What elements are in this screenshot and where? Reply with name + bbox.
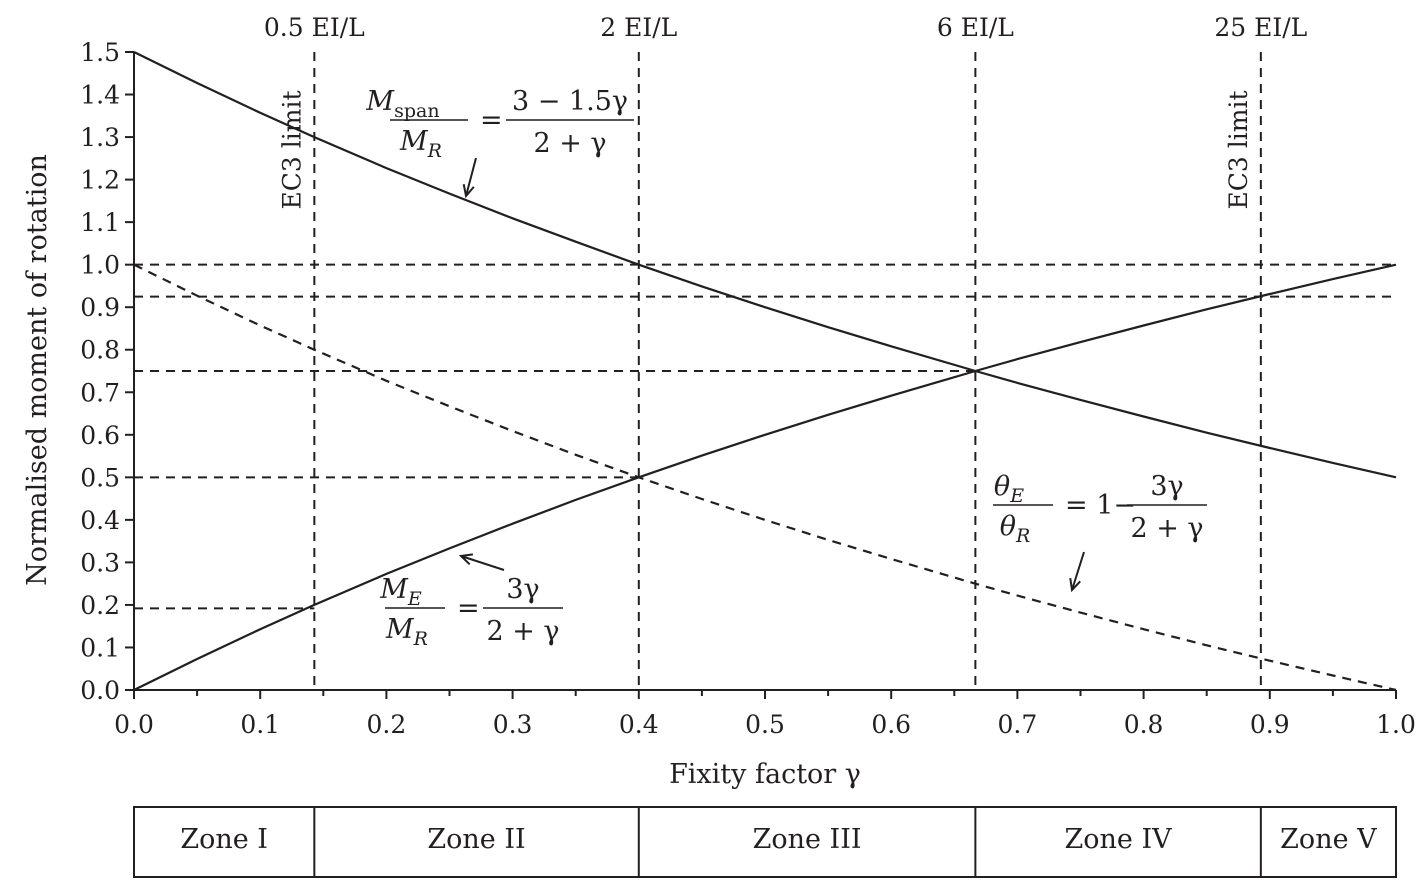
zone-table: Zone I Zone II Zone III Zone IV Zone V — [133, 806, 1397, 878]
equation-arrow-0 — [462, 157, 477, 199]
equation-lhs-numerator-symbol: θ — [994, 471, 1010, 502]
zone-table-frame — [133, 806, 1397, 878]
y-tick-label-3: 0.3 — [80, 548, 120, 577]
ec3-limit-label-3: EC3 limit — [1224, 91, 1253, 210]
series-line-2 — [133, 263, 1397, 692]
x-tick-label-6: 0.6 — [871, 710, 911, 739]
equation-lhs-numerator-symbol: M — [365, 86, 395, 117]
arrow-head — [1069, 577, 1081, 593]
x-tick-label-7: 0.7 — [998, 710, 1038, 739]
y-axis-title: Normalised moment of rotation — [22, 154, 53, 586]
arrow-head — [462, 184, 475, 199]
equation-lhs-denominator-symbol: θ — [1000, 511, 1016, 542]
equation-lhs-numerator: θE — [994, 471, 1024, 507]
arrow-head — [458, 553, 474, 566]
x-tick-label-1: 0.1 — [240, 710, 280, 739]
y-tick-label-8: 0.8 — [80, 336, 120, 365]
y-tick-label-5: 0.5 — [80, 463, 120, 492]
equation-lhs-denominator-subscript: R — [427, 140, 442, 162]
x-tick-label-2: 0.2 — [367, 710, 407, 739]
top-axis-label-0: 0.5 EI/L — [264, 13, 365, 42]
equation-equals-sign: = — [457, 593, 480, 624]
y-tick-label-0: 0.0 — [80, 676, 120, 705]
reference-lines — [134, 52, 1396, 690]
top-axis-label-2: 6 EI/L — [937, 13, 1014, 42]
ec3-limit-label-0: EC3 limit — [277, 91, 306, 210]
equation-lhs-denominator-subscript: R — [1015, 525, 1030, 547]
y-tick-label-10: 1.0 — [80, 251, 120, 280]
equation-lhs-denominator: MR — [399, 126, 442, 162]
equation-rhs-denominator: 2 + γ — [533, 128, 606, 159]
equation-lhs-numerator-symbol: M — [379, 574, 409, 605]
y-tick-label-4: 0.4 — [80, 506, 120, 535]
arrow-shaft — [1071, 551, 1085, 591]
equation-arrow-2 — [1069, 551, 1085, 593]
equation-arrows — [458, 157, 1085, 593]
x-tick-label-0: 0.0 — [114, 710, 154, 739]
equation-arrow-1 — [458, 553, 505, 571]
equation-lhs-denominator-symbol: M — [399, 126, 429, 157]
x-tick-label-8: 0.8 — [1124, 710, 1164, 739]
zone-label-4: Zone V — [1280, 824, 1377, 855]
zone-label-2: Zone III — [753, 824, 862, 855]
x-axis-title: Fixity factor γ — [669, 759, 861, 790]
y-tick-label-11: 1.1 — [80, 208, 120, 237]
equation-lhs-numerator: ME — [379, 574, 422, 610]
equation-rhs-numerator: 3γ — [506, 574, 539, 605]
y-tick-label-12: 1.2 — [80, 166, 120, 195]
zone-label-1: Zone II — [427, 824, 525, 855]
y-tick-label-1: 0.1 — [80, 633, 120, 662]
x-tick-label-5: 0.5 — [745, 710, 785, 739]
ec3-labels: EC3 limit EC3 limit — [277, 91, 1253, 210]
equation-rhs-prefix: = 1− — [1065, 490, 1136, 521]
equation-lhs-denominator-symbol: M — [385, 614, 415, 645]
equation-rhs-numerator: 3γ — [1150, 471, 1183, 502]
arrow-shaft — [465, 157, 477, 197]
equation-rhs-denominator: 2 + γ — [486, 616, 559, 647]
y-tick-label-6: 0.6 — [80, 421, 120, 450]
y-tick-label-14: 1.4 — [80, 81, 120, 110]
equation-rhs-denominator: 2 + γ — [1130, 513, 1203, 544]
y-tick-label-2: 0.2 — [80, 591, 120, 620]
equation-lhs-numerator-subscript: E — [407, 588, 422, 610]
top-axis-label-1: 2 EI/L — [600, 13, 677, 42]
series-line-1 — [133, 263, 1397, 691]
equation-lhs-numerator: Mspan — [365, 86, 439, 122]
x-tick-label-4: 0.4 — [619, 710, 659, 739]
top-axis-label-3: 25 EI/L — [1214, 13, 1307, 42]
y-tick-label-7: 0.7 — [80, 378, 120, 407]
equation-lhs-numerator-subscript: E — [1009, 485, 1024, 507]
zone-label-0: Zone I — [180, 824, 268, 855]
y-tick-label-13: 1.3 — [80, 123, 120, 152]
x-tick-label-10: 1.0 — [1376, 710, 1416, 739]
ticks-layer: 0.0 0.1 0.2 0.3 0.4 0.5 0.6 0.7 0.8 0.9 1.0 1.1 1.2 1… — [80, 13, 1416, 739]
series-layer — [133, 51, 1397, 692]
x-tick-label-3: 0.3 — [493, 710, 533, 739]
series-line-0 — [133, 51, 1397, 479]
equation-equals-sign: = — [480, 105, 503, 136]
y-tick-label-9: 0.9 — [80, 293, 120, 322]
x-tick-label-9: 0.9 — [1250, 710, 1290, 739]
arrow-shaft — [460, 555, 505, 571]
y-tick-label-15: 1.5 — [80, 38, 120, 67]
equation-rhs-numerator: 3 − 1.5γ — [512, 86, 628, 117]
zone-label-3: Zone IV — [1065, 824, 1173, 855]
equation-lhs-denominator: θR — [1000, 511, 1031, 547]
equation-lhs-denominator: MR — [385, 614, 428, 650]
equation-lhs-numerator-subscript: span — [394, 100, 439, 122]
equation-lhs-denominator-subscript: R — [413, 628, 428, 650]
